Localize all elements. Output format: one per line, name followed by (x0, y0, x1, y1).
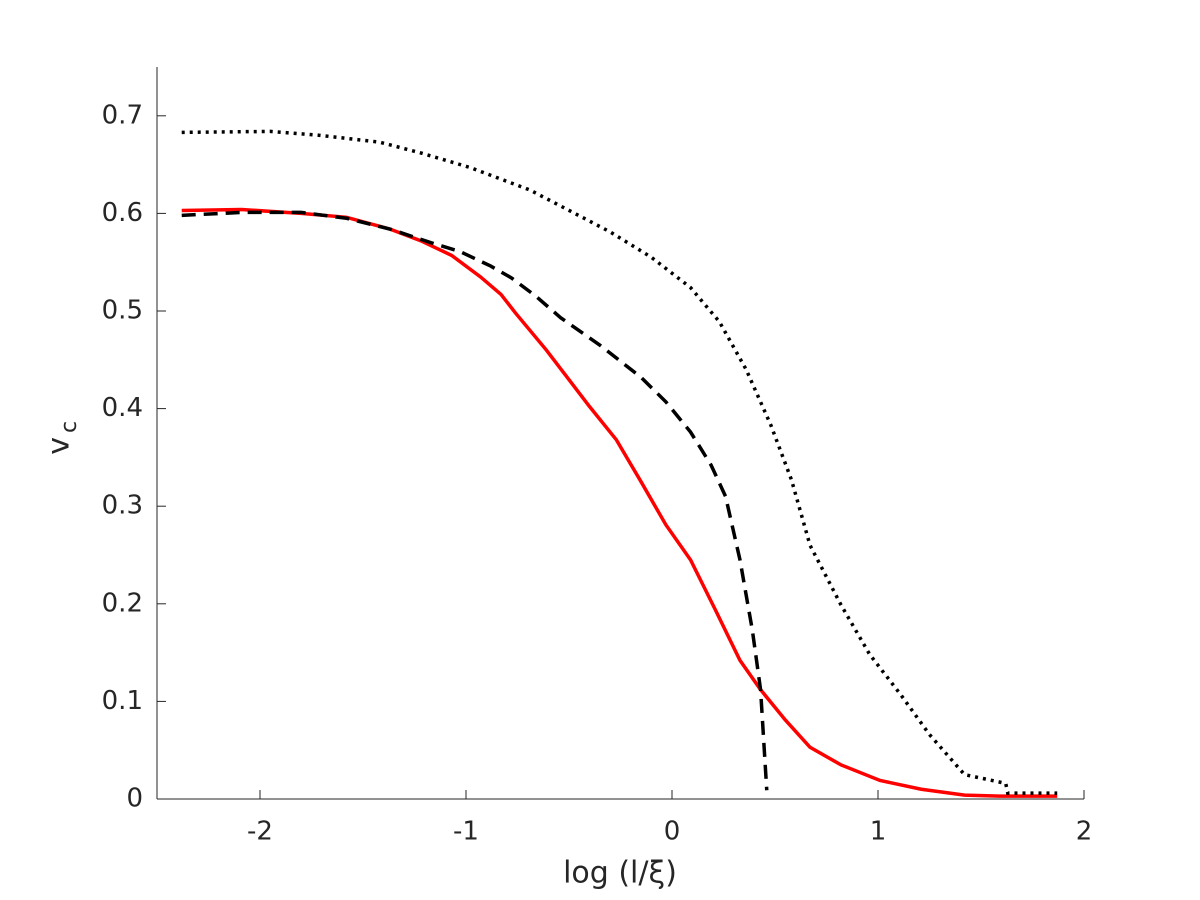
y-tick-label: 0 (126, 784, 143, 814)
line-series (181, 207, 1058, 798)
x-tick-label: -2 (247, 817, 273, 847)
x-tick-label: 2 (1076, 817, 1093, 847)
y-axis-label: v (42, 437, 77, 455)
x-tick-label: 0 (664, 817, 681, 847)
y-tick-label: 0.3 (102, 491, 143, 521)
y-tick-label: 0.4 (102, 393, 143, 423)
y-axis-label-group: v c (42, 421, 83, 455)
y-tick-label: 0.1 (102, 686, 143, 716)
x-axis-label: log (l/ξ) (563, 856, 677, 891)
y-tick-label: 0.5 (102, 296, 143, 326)
line-series (181, 129, 1058, 795)
y-tick-label: 0.7 (102, 100, 143, 130)
y-axis-label-subscript: c (57, 421, 82, 433)
x-tick-label: 1 (870, 817, 887, 847)
line-series (181, 210, 769, 791)
x-tick-label: -1 (453, 817, 479, 847)
y-tick-label: 0.2 (102, 588, 143, 618)
y-tick-label: 0.6 (102, 198, 143, 228)
